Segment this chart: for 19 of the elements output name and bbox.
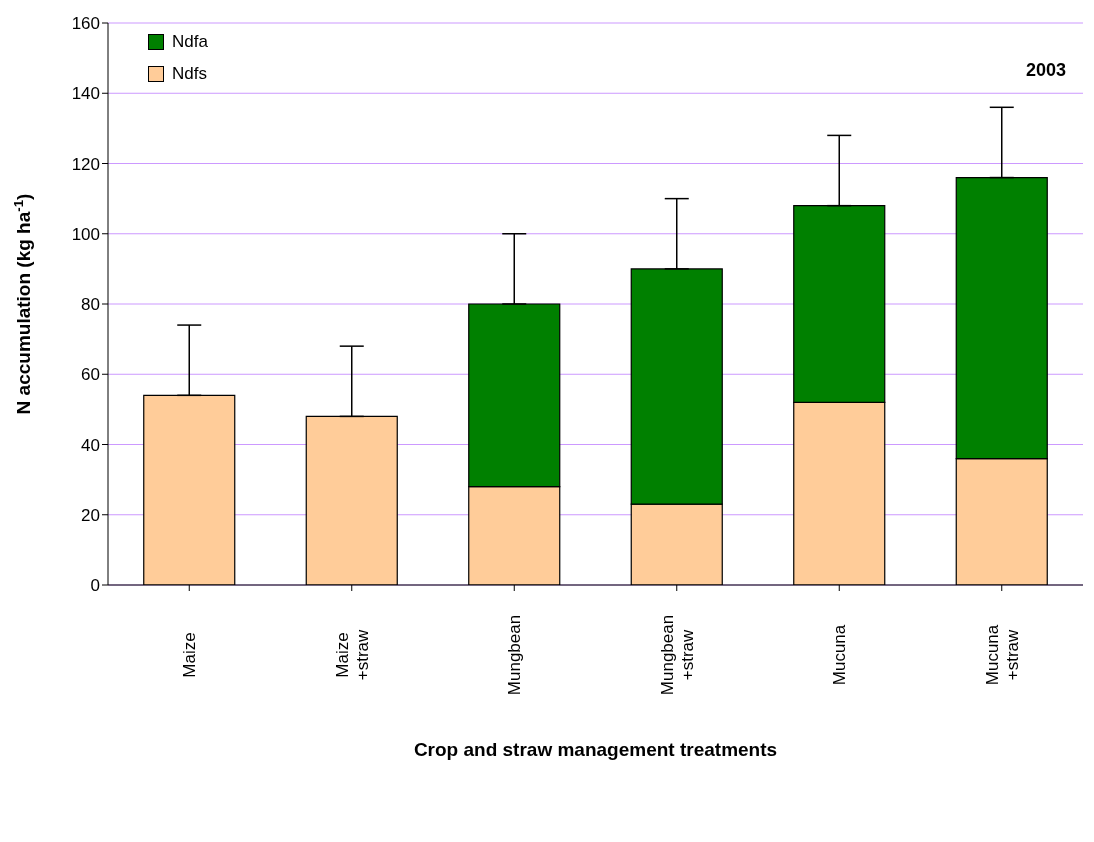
legend-label: Ndfa xyxy=(172,32,208,52)
x-tick-label: Maize +straw xyxy=(332,629,372,681)
x-tick-label: Mucuna +straw xyxy=(982,624,1022,686)
y-tick-label: 0 xyxy=(90,576,100,596)
y-tick-label: 80 xyxy=(81,295,100,315)
y-tick-label: 40 xyxy=(81,435,100,455)
x-tick-label: Maize xyxy=(180,632,200,678)
x-tick-label: Mungbean +straw xyxy=(657,614,697,696)
legend-label: Ndfs xyxy=(172,64,207,84)
x-tick-label: Mungbean xyxy=(505,614,525,696)
y-tick-label: 60 xyxy=(81,365,100,385)
y-tick-label: 20 xyxy=(81,505,100,525)
y-tick-label: 160 xyxy=(71,14,100,34)
y-tick-label: 100 xyxy=(71,224,100,244)
x-tick-label: Mucuna xyxy=(830,624,850,686)
annotation: 2003 xyxy=(1025,60,1066,81)
x-axis-title: Crop and straw management treatments xyxy=(413,739,778,760)
y-tick-label: 140 xyxy=(71,84,100,104)
y-tick-label: 120 xyxy=(71,154,100,174)
